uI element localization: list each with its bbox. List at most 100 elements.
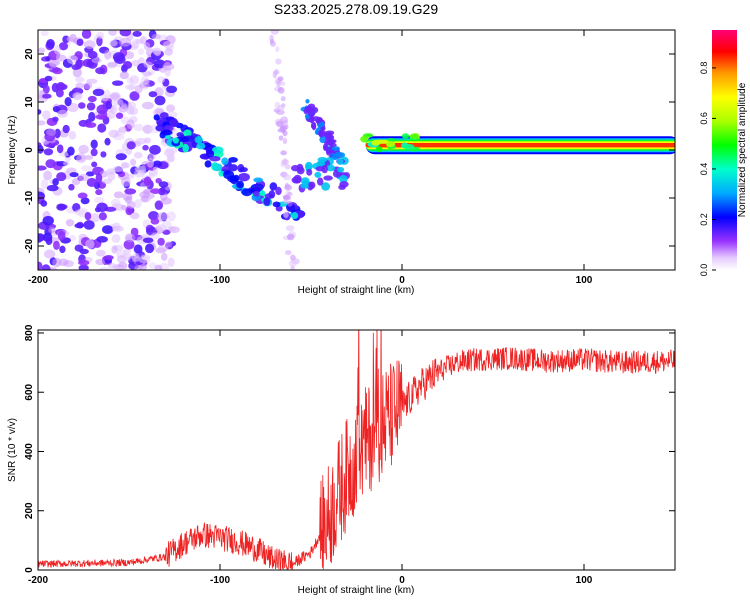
spectrogram-cell [282, 137, 288, 145]
spectrogram-cell [95, 67, 106, 75]
spectrogram-cell [38, 261, 43, 270]
spectrogram-cell [40, 30, 49, 37]
spectrogram-cell [161, 220, 172, 229]
spectrogram-cell [314, 171, 322, 178]
spectrogram-cell [305, 98, 310, 104]
y-tick-label: 0 [24, 567, 35, 573]
spectrogram-cell [86, 177, 98, 187]
y-tick-label: 400 [24, 443, 35, 460]
spectrogram-cell [164, 48, 174, 56]
spectrogram-cell [172, 137, 180, 144]
spectrogram-cell [83, 40, 96, 49]
spectrogram-cell [275, 58, 282, 65]
spectrogram-cell [145, 243, 155, 254]
y-tick-label: -10 [24, 190, 35, 205]
spectrogram-cell [53, 44, 61, 55]
spectrogram-cell [40, 200, 48, 207]
spectrogram-cell [293, 174, 302, 184]
figure-title: S233.2025.278.09.19.G29 [274, 1, 438, 17]
spectrogram-cell [129, 212, 140, 220]
spectrogram-cell [326, 164, 336, 172]
spectrogram-cell [253, 177, 263, 183]
spectrogram-cell [274, 69, 279, 75]
spectrogram-cell [104, 89, 111, 99]
spectrogram-cell [91, 161, 98, 168]
spectrogram-cell [148, 210, 159, 221]
spectrogram-cell [276, 80, 281, 88]
spectrogram-cell [74, 223, 84, 229]
spectrogram-cell [371, 139, 380, 146]
spectrogram-cell [69, 172, 79, 178]
spectrogram-cell [38, 109, 42, 115]
spectrogram-cell [180, 136, 190, 143]
spectrogram-cell [288, 260, 297, 267]
spectrogram-cell [167, 211, 176, 222]
spectrogram-cell [85, 239, 95, 250]
spectrogram-cell [159, 112, 169, 119]
spectrogram-cell [162, 40, 175, 49]
spectrogram-cell [80, 197, 90, 205]
colorbar-tick-label: 0.8 [699, 62, 709, 75]
x-tick-label: 0 [399, 275, 405, 286]
spectrogram-cell [133, 244, 143, 254]
spectrogram-cell [98, 267, 110, 270]
spectrogram-cell [194, 136, 203, 144]
snr-frame [37, 329, 676, 571]
spectrogram-cell [183, 129, 192, 137]
spectrogram-cell [72, 67, 82, 78]
spectrogram-cell [111, 233, 121, 243]
spectrogram-cell [84, 122, 97, 128]
spectrogram-cell [269, 182, 278, 191]
y-tick-label: 20 [24, 48, 35, 60]
spectrogram-cell [167, 226, 176, 232]
spectrogram-cell [108, 39, 118, 47]
spectrogram-cell [126, 141, 136, 150]
spectrogram-cell [86, 78, 98, 84]
spectrogram-cell [209, 155, 221, 162]
spectrogram-cell [107, 62, 117, 69]
spectrogram-cell [120, 103, 128, 112]
spectrogram-cell [148, 91, 158, 98]
spectrogram-cell [132, 30, 142, 37]
spectrogram-cell [282, 199, 289, 205]
spectrogram-cell [275, 46, 280, 53]
spectrogram-cell [157, 75, 166, 84]
spectrogram-cell [97, 123, 107, 133]
spectrogram-cell [124, 188, 137, 195]
spectrogram-cell [83, 82, 93, 90]
x-tick-label: 0 [399, 575, 405, 586]
spectrogram-cell [325, 132, 333, 141]
spectrogram-cell [228, 157, 238, 163]
colorbar-ticks: 0.0 0.2 0.4 0.6 0.8 [699, 62, 716, 276]
spectrogram-cell [146, 157, 155, 168]
spectrogram-cell [275, 186, 282, 196]
spectrogram-cell [278, 135, 284, 141]
spectrogram-cell [252, 183, 264, 192]
spectrogram-cell [96, 235, 108, 243]
y-tick-label: 200 [24, 502, 35, 519]
spectrogram-cell [46, 184, 59, 192]
spectrogram-cell [92, 88, 105, 97]
spectrogram-cell [205, 149, 215, 158]
spectrogram-cell [124, 233, 136, 243]
spectrogram-cell [65, 219, 75, 227]
spectrogram-cell [77, 192, 88, 199]
spectrogram-cell [282, 173, 291, 181]
spectrogram-cell [52, 116, 59, 123]
spectrogram-cell [282, 130, 288, 137]
spectrogram-cell [56, 81, 66, 91]
spectrogram-cell [211, 146, 224, 154]
spectrogram-cell [284, 250, 292, 256]
spectrogram-cell [90, 139, 98, 149]
spectrogram-cell [279, 81, 286, 86]
spectrogram-cell [105, 100, 113, 110]
spectrogram-cell [317, 157, 328, 163]
spectrogram-cell [142, 144, 149, 151]
spectrogram-cell [111, 98, 124, 106]
spectrogram-cell [78, 173, 90, 182]
spectrogram-cell [95, 189, 103, 196]
spectrogram-cell [43, 148, 54, 156]
